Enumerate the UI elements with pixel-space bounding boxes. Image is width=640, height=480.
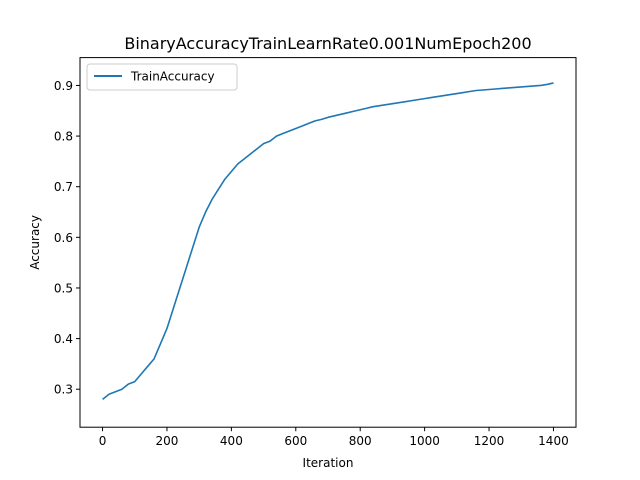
x-tick-label: 1400 (538, 434, 569, 448)
x-tick-label: 800 (349, 434, 372, 448)
y-axis-label: Accuracy (28, 215, 42, 270)
legend-label-trainaccuracy: TrainAccuracy (130, 70, 215, 84)
chart-title: BinaryAccuracyTrainLearnRate0.001NumEpoc… (124, 34, 531, 53)
plot-frame (79, 57, 577, 428)
plot-area (80, 57, 576, 428)
series-line-trainaccuracy (102, 82, 554, 400)
x-tick-label: 0 (99, 434, 107, 448)
x-axis-ticks: 0 200 400 600 800 1000 1200 1400 (99, 427, 569, 448)
x-tick-label: 200 (156, 434, 179, 448)
legend-box (86, 63, 238, 91)
x-tick-label: 1000 (409, 434, 440, 448)
y-tick-label: 0.6 (54, 231, 73, 245)
y-tick-label: 0.7 (54, 180, 73, 194)
legend: TrainAccuracy (86, 63, 238, 91)
x-axis-label: Iteration (303, 456, 354, 470)
x-tick-label: 1200 (474, 434, 505, 448)
x-tick-label: 600 (284, 434, 307, 448)
series-layer (102, 82, 554, 400)
y-tick-label: 0.5 (54, 281, 73, 295)
y-tick-label: 0.4 (54, 332, 73, 346)
x-tick-label: 400 (220, 434, 243, 448)
y-tick-label: 0.3 (54, 383, 73, 397)
y-axis-ticks: 0.3 0.4 0.5 0.6 0.7 0.8 0.9 (54, 79, 80, 397)
y-tick-label: 0.9 (54, 79, 73, 93)
y-tick-label: 0.8 (54, 130, 73, 144)
